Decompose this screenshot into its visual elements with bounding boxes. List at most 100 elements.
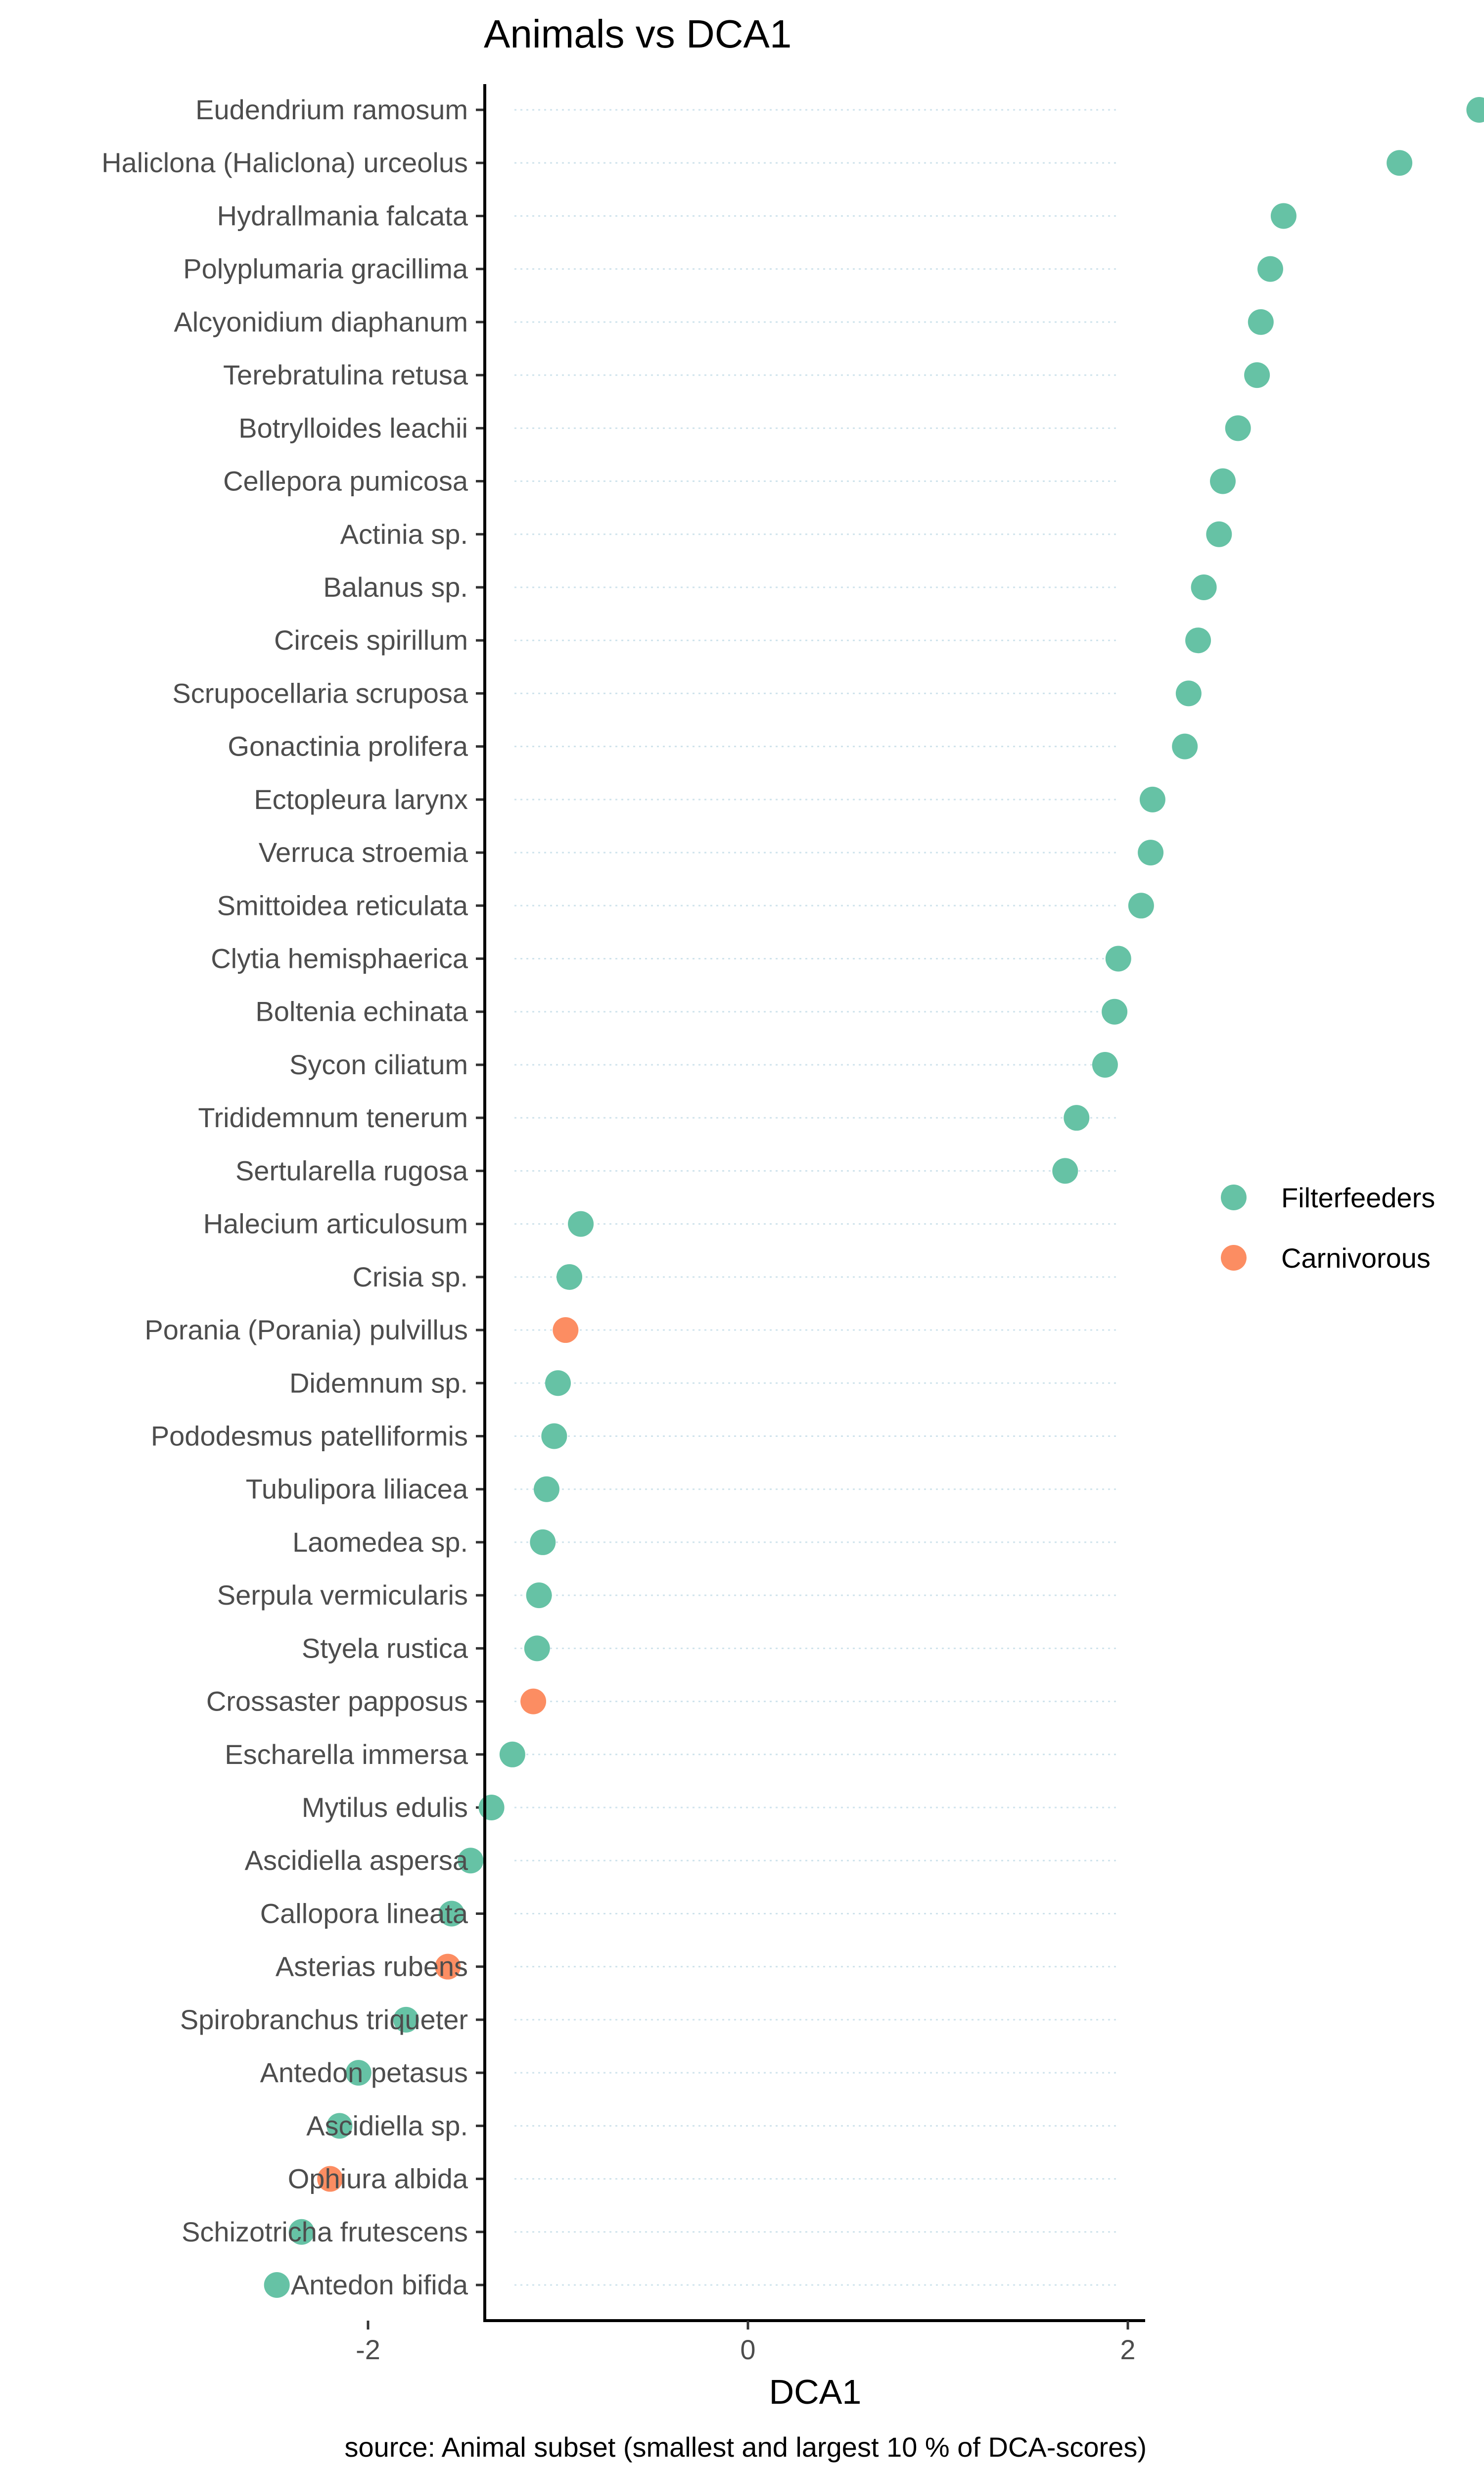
point-alcyonidium-diaphanum [1248, 309, 1274, 335]
point-ascidiella-aspersa [458, 1848, 484, 1874]
y-tick-label-styela-rustica: Styela rustica [302, 1632, 468, 1664]
legend-key-carnivorous [1221, 1245, 1247, 1271]
point-terebratulina-retusa [1244, 362, 1270, 388]
point-escharella-immersa [499, 1741, 525, 1767]
point-sycon-ciliatum [1092, 1051, 1118, 1078]
y-tick-label-botrylloides-leachii: Botrylloides leachii [238, 412, 468, 443]
y-tick-label-gonactinia-prolifera: Gonactinia prolifera [228, 731, 468, 762]
y-tick-label-ophiura-albida: Ophiura albida [288, 2163, 468, 2194]
point-tubulipora-liliacea [533, 1476, 559, 1502]
point-crisia-sp [556, 1264, 583, 1290]
y-tick-label-pododesmus-patelliformis: Pododesmus patelliformis [151, 1420, 468, 1451]
y-tick-label-actinia-sp: Actinia sp. [340, 519, 468, 550]
point-porania-porania-pulvillus [553, 1317, 579, 1343]
point-antedon-petasus [345, 2060, 371, 2086]
point-styela-rustica [524, 1635, 550, 1662]
chart-caption: source: Animal subset (smallest and larg… [344, 2431, 1147, 2463]
y-tick-label-crossaster-papposus: Crossaster papposus [206, 1686, 468, 1717]
y-tick-label-clytia-hemisphaerica: Clytia hemisphaerica [211, 943, 468, 974]
y-tick-label-smittoidea-reticulata: Smittoidea reticulata [217, 890, 468, 921]
y-tick-label-trididemnum-tenerum: Trididemnum tenerum [198, 1102, 468, 1133]
point-ophiura-albida [317, 2166, 343, 2192]
y-tick-label-antedon-petasus: Antedon petasus [260, 2057, 468, 2088]
y-tick-label-balanus-sp: Balanus sp. [323, 571, 468, 603]
point-gonactinia-prolifera [1172, 733, 1198, 760]
x-axis-label: DCA1 [769, 2373, 862, 2411]
point-didemnum-sp [545, 1370, 571, 1396]
data-points [264, 97, 1484, 2298]
point-antedon-bifida [264, 2272, 290, 2298]
y-tick-label-tubulipora-liliacea: Tubulipora liliacea [246, 1474, 468, 1505]
y-tick-label-verruca-stroemia: Verruca stroemia [259, 837, 468, 868]
y-tick-label-sycon-ciliatum: Sycon ciliatum [289, 1049, 468, 1080]
y-tick-label-ascidiella-sp: Ascidiella sp. [306, 2110, 468, 2141]
point-schizotricha-frutescens [288, 2219, 315, 2245]
y-tick-label-haliclona-haliclona-urceolus: Haliclona (Haliclona) urceolus [101, 147, 468, 178]
y-tick-label-porania-porania-pulvillus: Porania (Porania) pulvillus [144, 1314, 468, 1345]
y-tick-labels: Eudendrium ramosum Haliclona (Haliclona) … [101, 94, 468, 2300]
point-laomedea-sp [530, 1529, 556, 1555]
y-tick-label-ectopleura-larynx: Ectopleura larynx [254, 784, 468, 815]
legend: Filterfeeders Carnivorous [1221, 1182, 1435, 1274]
point-callopora-lineata [438, 1901, 464, 1927]
y-tick-label-terebratulina-retusa: Terebratulina retusa [223, 359, 468, 390]
y-tick-label-spirobranchus-triqueter: Spirobranchus triqueter [180, 2004, 468, 2035]
y-tick-label-didemnum-sp: Didemnum sp. [289, 1367, 468, 1398]
legend-label-filterfeeders: Filterfeeders [1281, 1182, 1435, 1213]
point-ectopleura-larynx [1139, 786, 1165, 812]
y-tick-label-crisia-sp: Crisia sp. [353, 1261, 468, 1292]
y-tick-label-scrupocellaria-scruposa: Scrupocellaria scruposa [172, 677, 468, 709]
legend-key-filterfeeders [1221, 1185, 1247, 1210]
point-polyplumaria-gracillima [1257, 256, 1283, 282]
y-tick-label-circeis-spirillum: Circeis spirillum [274, 624, 468, 656]
point-balanus-sp [1191, 574, 1217, 600]
y-tick-label-cellepora-pumicosa: Cellepora pumicosa [223, 466, 468, 497]
y-tick-label-alcyonidium-diaphanum: Alcyonidium diaphanum [174, 306, 468, 337]
point-trididemnum-tenerum [1064, 1105, 1090, 1131]
y-tick-label-mytilus-edulis: Mytilus edulis [302, 1792, 468, 1823]
point-eudendrium-ramosum [1466, 97, 1484, 123]
point-verruca-stroemia [1138, 840, 1164, 866]
y-tick-label-schizotricha-frutescens: Schizotricha frutescens [182, 2216, 468, 2247]
point-hydrallmania-falcata [1270, 203, 1297, 229]
y-tick-label-boltenia-echinata: Boltenia echinata [255, 996, 468, 1027]
x-tick-label: -2 [356, 2334, 380, 2365]
point-asterias-rubens [435, 1953, 461, 1980]
chart-title: Animals vs DCA1 [484, 12, 791, 56]
y-tick-label-eudendrium-ramosum: Eudendrium ramosum [195, 94, 468, 125]
point-actinia-sp [1206, 521, 1232, 547]
y-tick-label-serpula-vermicularis: Serpula vermicularis [217, 1579, 468, 1611]
point-boltenia-echinata [1102, 999, 1128, 1025]
point-sertularella-rugosa [1052, 1158, 1078, 1184]
y-tick-label-callopora-lineata: Callopora lineata [260, 1898, 468, 1929]
point-crossaster-papposus [520, 1688, 547, 1714]
point-serpula-vermicularis [526, 1582, 552, 1609]
y-tick-label-polyplumaria-gracillima: Polyplumaria gracillima [183, 253, 468, 285]
point-spirobranchus-triqueter [393, 2006, 419, 2033]
point-pododesmus-patelliformis [541, 1423, 567, 1449]
point-circeis-spirillum [1185, 627, 1211, 654]
y-tick-label-laomedea-sp: Laomedea sp. [292, 1526, 468, 1558]
point-smittoidea-reticulata [1128, 893, 1154, 919]
gridlines [476, 108, 1119, 2286]
point-mytilus-edulis [478, 1795, 505, 1821]
y-tick-label-asterias-rubens: Asterias rubens [276, 1951, 468, 1982]
point-cellepora-pumicosa [1210, 468, 1236, 494]
point-ascidiella-sp [326, 2113, 353, 2139]
x-tick-label: 0 [740, 2334, 755, 2365]
point-clytia-hemisphaerica [1105, 946, 1131, 972]
point-halecium-articulosum [568, 1211, 594, 1237]
x-axis-ticks: -2024 [356, 2321, 1136, 2365]
point-botrylloides-leachii [1225, 415, 1251, 441]
y-tick-label-escharella-immersa: Escharella immersa [225, 1739, 468, 1770]
y-tick-label-ascidiella-aspersa: Ascidiella aspersa [245, 1845, 468, 1876]
point-scrupocellaria-scruposa [1175, 680, 1202, 707]
y-tick-label-sertularella-rugosa: Sertularella rugosa [235, 1155, 468, 1186]
point-haliclona-haliclona-urceolus [1387, 150, 1413, 176]
y-tick-label-hydrallmania-falcata: Hydrallmania falcata [217, 200, 468, 231]
y-tick-label-halecium-articulosum: Halecium articulosum [203, 1208, 468, 1239]
y-tick-label-antedon-bifida: Antedon bifida [291, 2269, 468, 2300]
legend-label-carnivorous: Carnivorous [1281, 1242, 1431, 1274]
x-tick-label: 2 [1120, 2334, 1135, 2365]
